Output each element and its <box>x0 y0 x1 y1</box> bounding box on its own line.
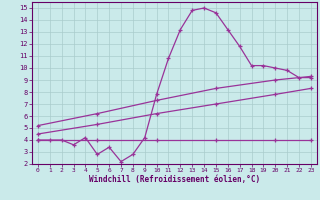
X-axis label: Windchill (Refroidissement éolien,°C): Windchill (Refroidissement éolien,°C) <box>89 175 260 184</box>
